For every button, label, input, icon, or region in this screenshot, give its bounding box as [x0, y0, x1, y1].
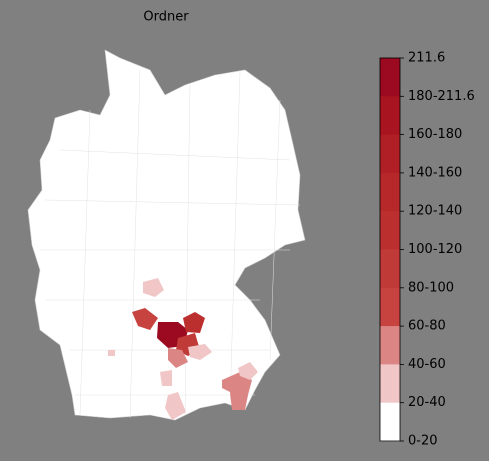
region — [188, 344, 212, 360]
colorbar-label: 100-120 — [408, 242, 462, 257]
colorbar-label: 0-20 — [408, 434, 438, 449]
colorbar-label: 20-40 — [408, 395, 446, 410]
region — [238, 362, 258, 380]
colorbar-segment — [380, 249, 400, 289]
colorbar-segment — [380, 326, 400, 365]
colorbar-label: 80-100 — [408, 280, 454, 295]
country-outline — [27, 49, 306, 421]
region — [160, 370, 172, 386]
colorbar-segment — [380, 96, 400, 136]
region — [108, 350, 115, 356]
colorbar-segment — [380, 287, 400, 327]
region — [132, 308, 158, 330]
region — [143, 278, 164, 297]
colorbar-label: 120-140 — [408, 204, 462, 219]
colorbar-label: 140-160 — [408, 165, 462, 180]
colorbar-segment — [380, 402, 400, 442]
map-title: Ordner — [143, 10, 189, 25]
colorbar-segment — [380, 134, 400, 174]
colorbar-segment — [380, 172, 400, 212]
colorbar-label: 211.6 — [408, 51, 445, 66]
colorbar-label: 60-80 — [408, 319, 446, 334]
district-borders — [40, 69, 301, 419]
colorbar-segment — [380, 211, 400, 250]
region — [222, 372, 252, 410]
germany-map — [27, 49, 306, 421]
region — [165, 392, 186, 420]
colorbar-segment — [380, 364, 400, 404]
colorbar-label: 160-180 — [408, 127, 462, 142]
colorbar-label: 180-211.6 — [408, 89, 475, 104]
region — [168, 348, 188, 368]
colorbar-segment — [380, 58, 400, 97]
colorbar-label: 40-60 — [408, 357, 446, 372]
region — [183, 312, 205, 333]
colorbar: 211.6 180-211.6 160-180 140-160 120-140 100-1… — [379, 51, 475, 449]
